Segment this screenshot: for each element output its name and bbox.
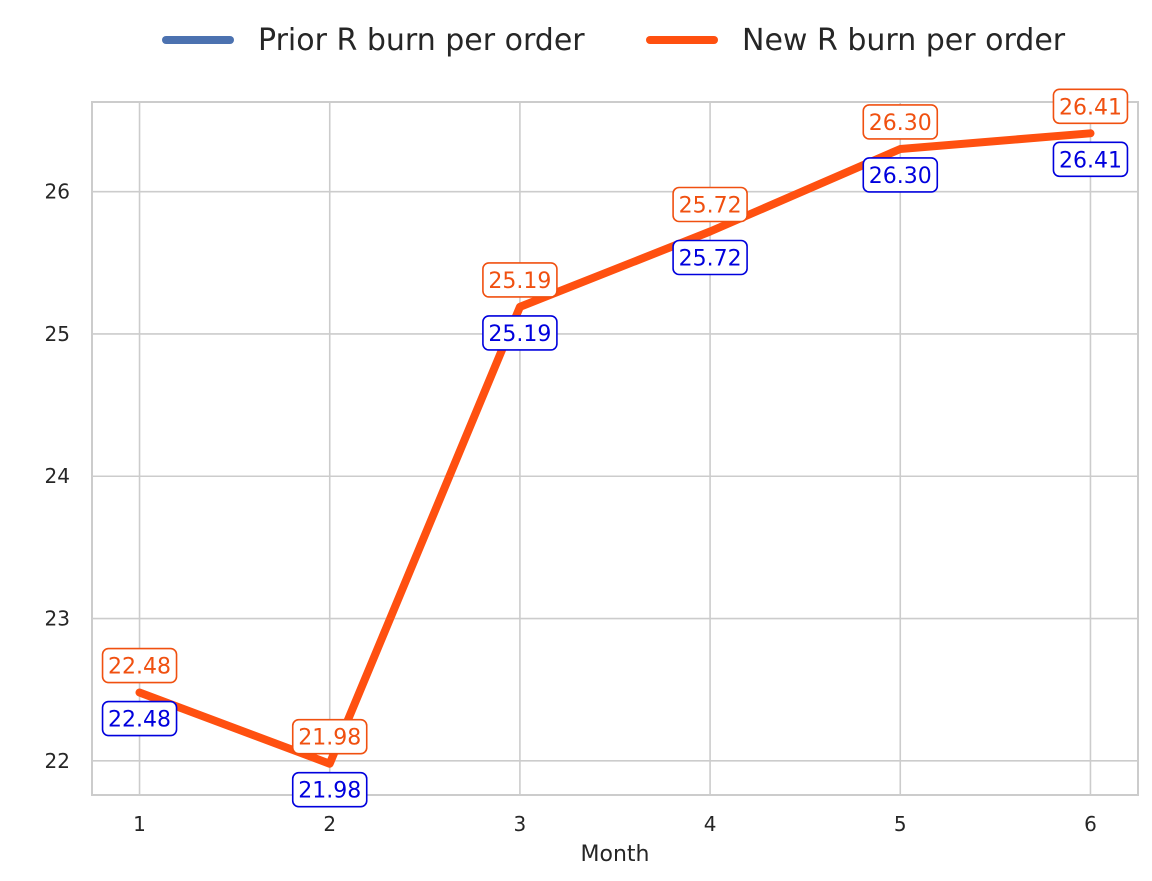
legend-swatch-prior (162, 36, 234, 44)
data-label-text: 26.30 (869, 111, 932, 136)
legend-item-new: New R burn per order (646, 22, 1065, 58)
data-label-text: 25.19 (488, 322, 551, 347)
data-label-box (1052, 141, 1129, 178)
y-tick-label: 24 (45, 464, 70, 488)
data-label-prior: 21.98 (291, 771, 368, 808)
data-label-text: 25.72 (679, 193, 742, 218)
x-axis-label: Month (581, 842, 650, 867)
data-label-box (672, 186, 748, 223)
y-tick-label: 22 (45, 749, 70, 773)
y-tick-label: 23 (45, 607, 70, 631)
data-label-new: 25.72 (672, 186, 748, 223)
data-label-text: 25.72 (679, 246, 742, 271)
data-label-box (291, 771, 368, 808)
data-label-box (101, 700, 178, 737)
plot-area (92, 102, 1138, 795)
data-label-new: 25.19 (482, 262, 558, 298)
legend-item-prior: Prior R burn per order (162, 22, 585, 58)
legend-label-new: New R burn per order (742, 22, 1066, 58)
data-label-text: 22.48 (108, 708, 171, 733)
data-label-new: 21.98 (291, 718, 368, 755)
data-label-box (482, 315, 558, 351)
data-label-text: 21.98 (298, 779, 361, 804)
data-label-new: 26.41 (1052, 88, 1129, 125)
data-label-new: 26.30 (862, 104, 939, 140)
data-label-prior: 22.48 (101, 700, 178, 737)
data-label-prior: 25.72 (672, 239, 748, 276)
data-label-text: 21.98 (298, 726, 361, 751)
data-label-text: 26.41 (1059, 95, 1122, 120)
data-label-box (862, 104, 939, 140)
legend-swatch-new (646, 36, 718, 44)
y-tick-label: 26 (45, 180, 70, 204)
chart-legend: Prior R burn per order New R burn per or… (0, 0, 1152, 80)
data-label-box (482, 262, 558, 298)
data-label-text: 26.41 (1059, 148, 1122, 173)
x-tick-label: 3 (514, 812, 527, 836)
data-label-prior: 25.19 (482, 315, 558, 351)
x-tick-label: 1 (133, 812, 146, 836)
data-label-text: 26.30 (869, 164, 932, 189)
data-label-prior: 26.41 (1052, 141, 1129, 178)
y-tick-label: 25 (45, 322, 70, 346)
legend-label-prior: Prior R burn per order (258, 22, 585, 58)
data-label-box (291, 718, 368, 755)
data-label-text: 25.19 (488, 269, 551, 294)
x-tick-label: 2 (323, 812, 336, 836)
x-tick-label: 6 (1084, 812, 1097, 836)
x-tick-label: 4 (704, 812, 717, 836)
data-label-prior: 26.30 (862, 157, 939, 193)
x-tick-label: 5 (894, 812, 907, 836)
data-label-text: 22.48 (108, 655, 171, 680)
data-label-box (101, 647, 178, 684)
data-label-box (672, 239, 748, 276)
data-label-new: 22.48 (101, 647, 178, 684)
data-label-box (1052, 88, 1129, 125)
data-label-box (862, 157, 939, 193)
plot-frame (91, 101, 1139, 796)
